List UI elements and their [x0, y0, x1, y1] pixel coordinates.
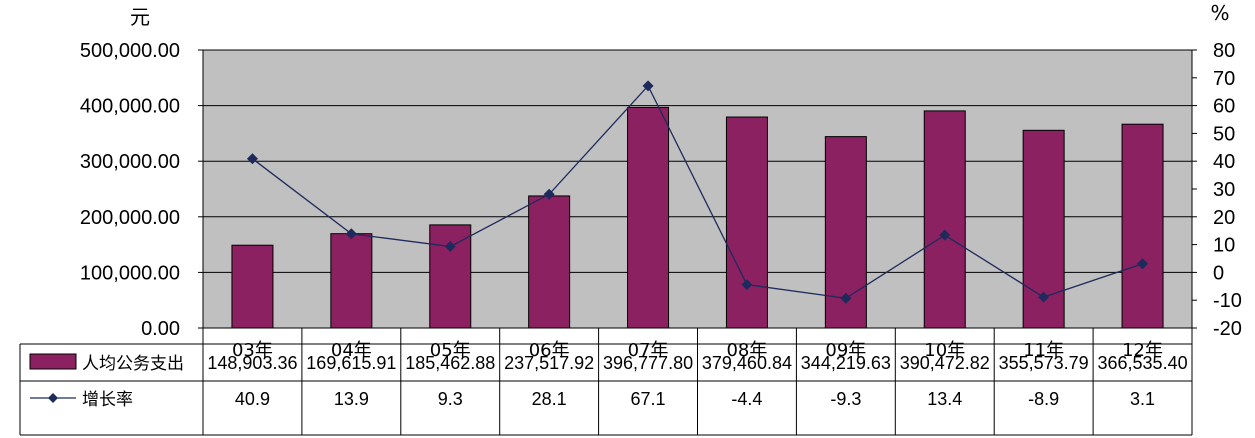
- line-point: [741, 279, 753, 291]
- left-tick-label: 400,000.00: [80, 96, 180, 118]
- line-point: [345, 228, 357, 240]
- category-label: 10年: [924, 340, 965, 361]
- data-label-bar: 379,460.84: [702, 353, 792, 373]
- line-point: [840, 292, 852, 304]
- category-label: 05年: [430, 340, 471, 361]
- data-label-line: -9.3: [830, 389, 861, 409]
- line-point: [543, 188, 555, 200]
- axes: 0.00 100,000.00 200,000.00 300,000.00 400,00…: [80, 40, 1242, 340]
- category-label: 06年: [529, 340, 570, 361]
- right-tick-label: 20: [1213, 207, 1235, 229]
- data-label-line: -4.4: [731, 389, 762, 409]
- category-label: 09年: [825, 340, 866, 361]
- category-label: 03年: [232, 340, 273, 361]
- right-tick-label: 50: [1213, 123, 1235, 145]
- bar: [330, 233, 373, 329]
- category-label: 04年: [331, 340, 372, 361]
- data-label-line: 3.1: [1130, 389, 1155, 409]
- left-tick-label: 300,000.00: [80, 151, 180, 173]
- data-label-line: 40.9: [235, 389, 270, 409]
- left-tick-label: 200,000.00: [80, 207, 180, 229]
- legend-label-line: 增长率: [82, 390, 133, 410]
- right-tick-label: 60: [1213, 96, 1235, 118]
- right-tick-label: -10: [1213, 290, 1242, 312]
- right-tick-label: 10: [1213, 235, 1235, 257]
- data-label-line: 9.3: [438, 389, 463, 409]
- right-axis-unit: %: [1210, 1, 1229, 25]
- left-tick-label: 500,000.00: [80, 40, 180, 62]
- left-axis-unit: 元: [130, 5, 150, 29]
- data-label-bar: 148,903.36: [207, 353, 297, 373]
- category-label: 12年: [1122, 340, 1163, 361]
- line-point: [1137, 258, 1149, 270]
- right-tick-label: 30: [1213, 179, 1235, 201]
- data-label-bar: 169,615.91: [306, 353, 396, 373]
- data-label-bar: 366,535.40: [1098, 353, 1188, 373]
- data-label-bar: 344,219.63: [801, 353, 891, 373]
- data-label-line: 67.1: [631, 389, 666, 409]
- line-point: [246, 153, 258, 165]
- legend-swatch-bar: [29, 353, 77, 370]
- right-tick-label: 80: [1213, 40, 1235, 62]
- data-label-line: 13.9: [334, 389, 369, 409]
- line-series: [246, 80, 1149, 304]
- left-tick-label: 100,000.00: [80, 262, 180, 284]
- data-label-line: -8.9: [1028, 389, 1059, 409]
- left-tick-label: 0.00: [141, 318, 180, 340]
- data-label-line: 28.1: [532, 389, 567, 409]
- data-label-bar: 396,777.80: [603, 353, 693, 373]
- data-label-bar: 237,517.92: [504, 353, 594, 373]
- growth-line: [252, 84, 1143, 299]
- data-label-line: 13.4: [927, 389, 962, 409]
- line-point: [444, 241, 456, 253]
- bar: [231, 244, 274, 329]
- line-point: [642, 80, 654, 92]
- legend-marker: [48, 393, 58, 403]
- data-label-bar: 355,573.79: [999, 353, 1089, 373]
- bar-series: [231, 106, 1164, 329]
- bar: [627, 106, 670, 329]
- right-tick-label: 40: [1213, 151, 1235, 173]
- data-label-bar: 390,472.82: [900, 353, 990, 373]
- bar: [1121, 123, 1164, 329]
- data-label-bar: 185,462.88: [405, 353, 495, 373]
- category-label: 07年: [628, 340, 669, 361]
- line-point: [939, 229, 951, 241]
- right-tick-label: 0: [1213, 262, 1224, 284]
- right-tick-label: -20: [1213, 318, 1242, 340]
- category-label: 08年: [726, 340, 767, 361]
- legend-label-bar: 人均公务支出: [82, 354, 184, 374]
- bar: [725, 116, 768, 329]
- line-point: [1038, 291, 1050, 303]
- bar: [923, 110, 966, 329]
- category-label: 11年: [1023, 340, 1064, 361]
- bar: [528, 195, 571, 329]
- right-tick-label: 70: [1213, 68, 1235, 90]
- bar: [429, 224, 472, 329]
